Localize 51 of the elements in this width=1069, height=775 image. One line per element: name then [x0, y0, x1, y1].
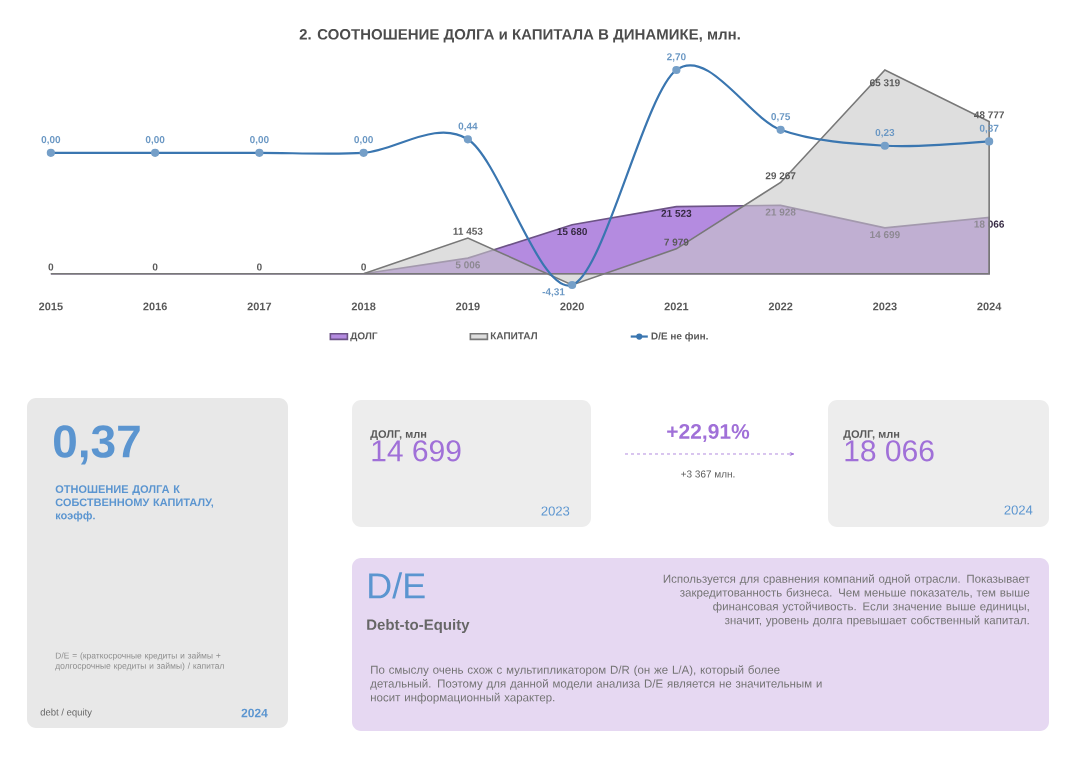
text: Используется для сравнения компаний одной отрасли. Показывает закредитованность бизнеса. Чем меньше показатель, тем выше финансовая устойчивость. Если значение выше единицы, значит, уровень долга превышает собственный капитал. — [663, 574, 1030, 627]
x-tick-label: 2019 — [456, 302, 480, 311]
x-tick-label: 2023 — [873, 302, 897, 311]
data-label: 11 453 — [453, 227, 483, 235]
text: 2024 — [241, 708, 268, 718]
text: 2023 — [541, 506, 570, 516]
legend-label: D/E не фин. — [651, 332, 708, 342]
data-label: 0,44 — [458, 122, 478, 132]
text: D/E — [369, 572, 425, 599]
text: По смыслу очень схож с мультипликатором D/R (он же L/A), который более детальный. Поэтому для данной модели анализа D/E является не значительным и носит информационный характер. — [370, 665, 822, 704]
text: Debt-to-Equity — [367, 619, 470, 633]
data-label: 0 — [152, 263, 158, 271]
data-label: 2,70 — [666, 53, 686, 62]
text: ДОЛГ, млн — [843, 430, 900, 441]
text: +3 367 млн. — [681, 470, 735, 478]
x-tick-label: 2018 — [351, 302, 376, 311]
data-label: 0 — [48, 263, 54, 271]
data-label: 0,23 — [875, 129, 895, 138]
data-label: 0,75 — [771, 113, 791, 122]
text: ОТНОШЕНИЕ ДОЛГА К СОБСТВЕННОМУ КАПИТАЛУ, коэфф. — [55, 485, 214, 522]
legend-label: ДОЛГ — [350, 332, 378, 342]
data-label: 0,00 — [41, 136, 61, 145]
data-label: 0 — [361, 263, 366, 271]
text: +22,91% — [667, 424, 750, 442]
text: 14 699 — [372, 440, 461, 462]
data-label: 5 006 — [455, 261, 481, 269]
text: debt / equity — [40, 708, 92, 718]
data-label: 0,00 — [145, 136, 165, 145]
x-tick-label: 2020 — [560, 302, 584, 311]
data-label: 0 — [256, 263, 262, 271]
text: 18 066 — [845, 440, 934, 462]
x-tick-label: 2016 — [143, 302, 167, 311]
data-label: 48 777 — [974, 111, 1004, 119]
text: D/E = (краткосрочные кредиты и займы + долгосрочные кредиты и займы) / капитал — [55, 652, 224, 671]
data-label: 0,00 — [250, 136, 269, 145]
data-label: -4,31 — [542, 288, 565, 297]
x-tick-label: 2017 — [247, 302, 272, 311]
text: 2024 — [1004, 505, 1033, 515]
data-label: 21 928 — [765, 208, 796, 216]
data-label: 15 680 — [557, 228, 587, 236]
data-label: 14 699 — [870, 231, 900, 239]
data-label: 21 523 — [661, 209, 692, 217]
x-tick-label: 2015 — [39, 302, 63, 311]
text: ДОЛГ, млн — [370, 430, 427, 441]
chart-title: 2. СООТНОШЕНИЕ ДОЛГА и КАПИТАЛА В ДИНАМИКЕ, млн. — [299, 28, 740, 43]
x-tick-label: 2021 — [664, 302, 689, 311]
x-tick-label: 2022 — [768, 302, 793, 311]
legend-label: КАПИТАЛ — [490, 332, 537, 340]
x-tick-label: 2024 — [977, 302, 1002, 311]
text: 0,37 — [54, 425, 140, 465]
data-label: 0,00 — [354, 136, 373, 145]
